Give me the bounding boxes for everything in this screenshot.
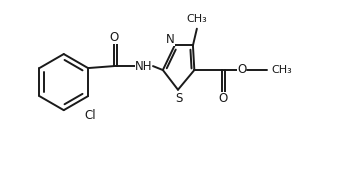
Text: Cl: Cl <box>84 109 96 122</box>
Text: O: O <box>109 31 118 44</box>
Text: N: N <box>166 33 175 46</box>
Text: O: O <box>219 92 228 105</box>
Text: CH₃: CH₃ <box>186 14 207 24</box>
Text: S: S <box>175 92 183 105</box>
Text: CH₃: CH₃ <box>271 65 292 75</box>
Text: NH: NH <box>135 60 152 73</box>
Text: O: O <box>237 62 246 76</box>
